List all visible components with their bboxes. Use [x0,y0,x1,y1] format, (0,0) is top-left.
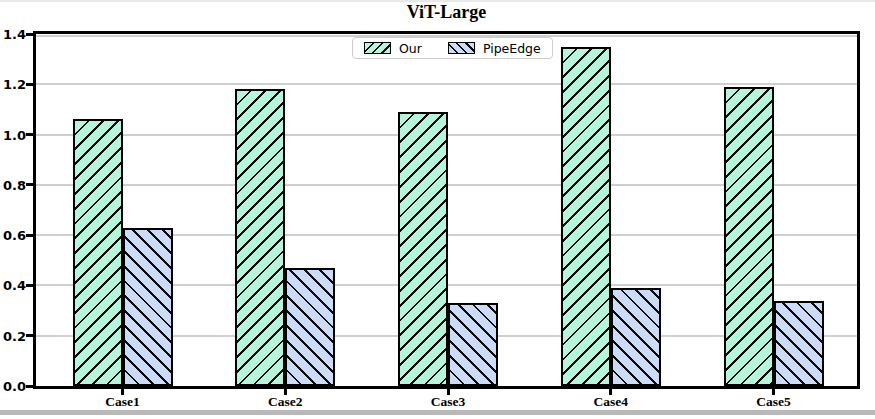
bar-pipeedge-case1 [123,228,173,386]
x-tick-label-case1: Case1 [78,394,168,410]
bar-pipeedge-case5 [774,301,824,386]
y-tick-label-0.6: 0.6 [0,229,26,242]
y-tick-mark-0.0 [26,385,33,388]
plot-area: Our PipeEdge [33,31,860,389]
bar-pipeedge-case2 [285,268,335,386]
bar-pipeedge-case3 [448,303,498,386]
legend-label-pipeedge: PipeEdge [483,41,541,56]
y-tick-mark-1.4 [26,33,33,36]
legend-item-pipeedge: PipeEdge [448,41,541,56]
bar-our-case5 [724,87,774,386]
bar-our-case4 [561,47,611,386]
y-tick-mark-1.0 [26,133,33,136]
y-tick-label-1.2: 1.2 [0,78,26,91]
gridline-y-1.2 [36,83,857,85]
x-tick-label-case3: Case3 [403,394,493,410]
y-tick-label-1.4: 1.4 [0,28,26,41]
bar-pipeedge-case4 [611,288,661,386]
y-tick-label-0.2: 0.2 [0,329,26,342]
y-tick-mark-0.2 [26,334,33,337]
y-tick-label-0.8: 0.8 [0,178,26,191]
bar-our-case1 [73,119,123,386]
bar-our-case2 [235,89,285,386]
y-tick-mark-0.8 [26,183,33,186]
y-tick-mark-0.4 [26,284,33,287]
x-tick-label-case2: Case2 [240,394,330,410]
y-tick-label-1.0: 1.0 [0,128,26,141]
chart-title: ViT-Large [33,2,860,23]
screen: ViT-Large Our PipeEdge 0.0 0.2 0.4 0.6 0.8 1.0… [0,0,875,419]
x-tick-label-case5: Case5 [729,394,819,410]
y-tick-label-0.0: 0.0 [0,380,26,393]
legend: Our PipeEdge [352,37,553,59]
legend-item-our: Our [364,41,422,56]
y-tick-label-0.4: 0.4 [0,279,26,292]
bar-our-case3 [398,112,448,386]
legend-label-our: Our [399,41,422,56]
x-tick-label-case4: Case4 [566,394,656,410]
legend-swatch-pipeedge [448,42,475,54]
y-tick-mark-1.2 [26,83,33,86]
y-tick-mark-0.6 [26,234,33,237]
legend-swatch-our [364,42,391,54]
window-bottom-bar [0,410,875,415]
